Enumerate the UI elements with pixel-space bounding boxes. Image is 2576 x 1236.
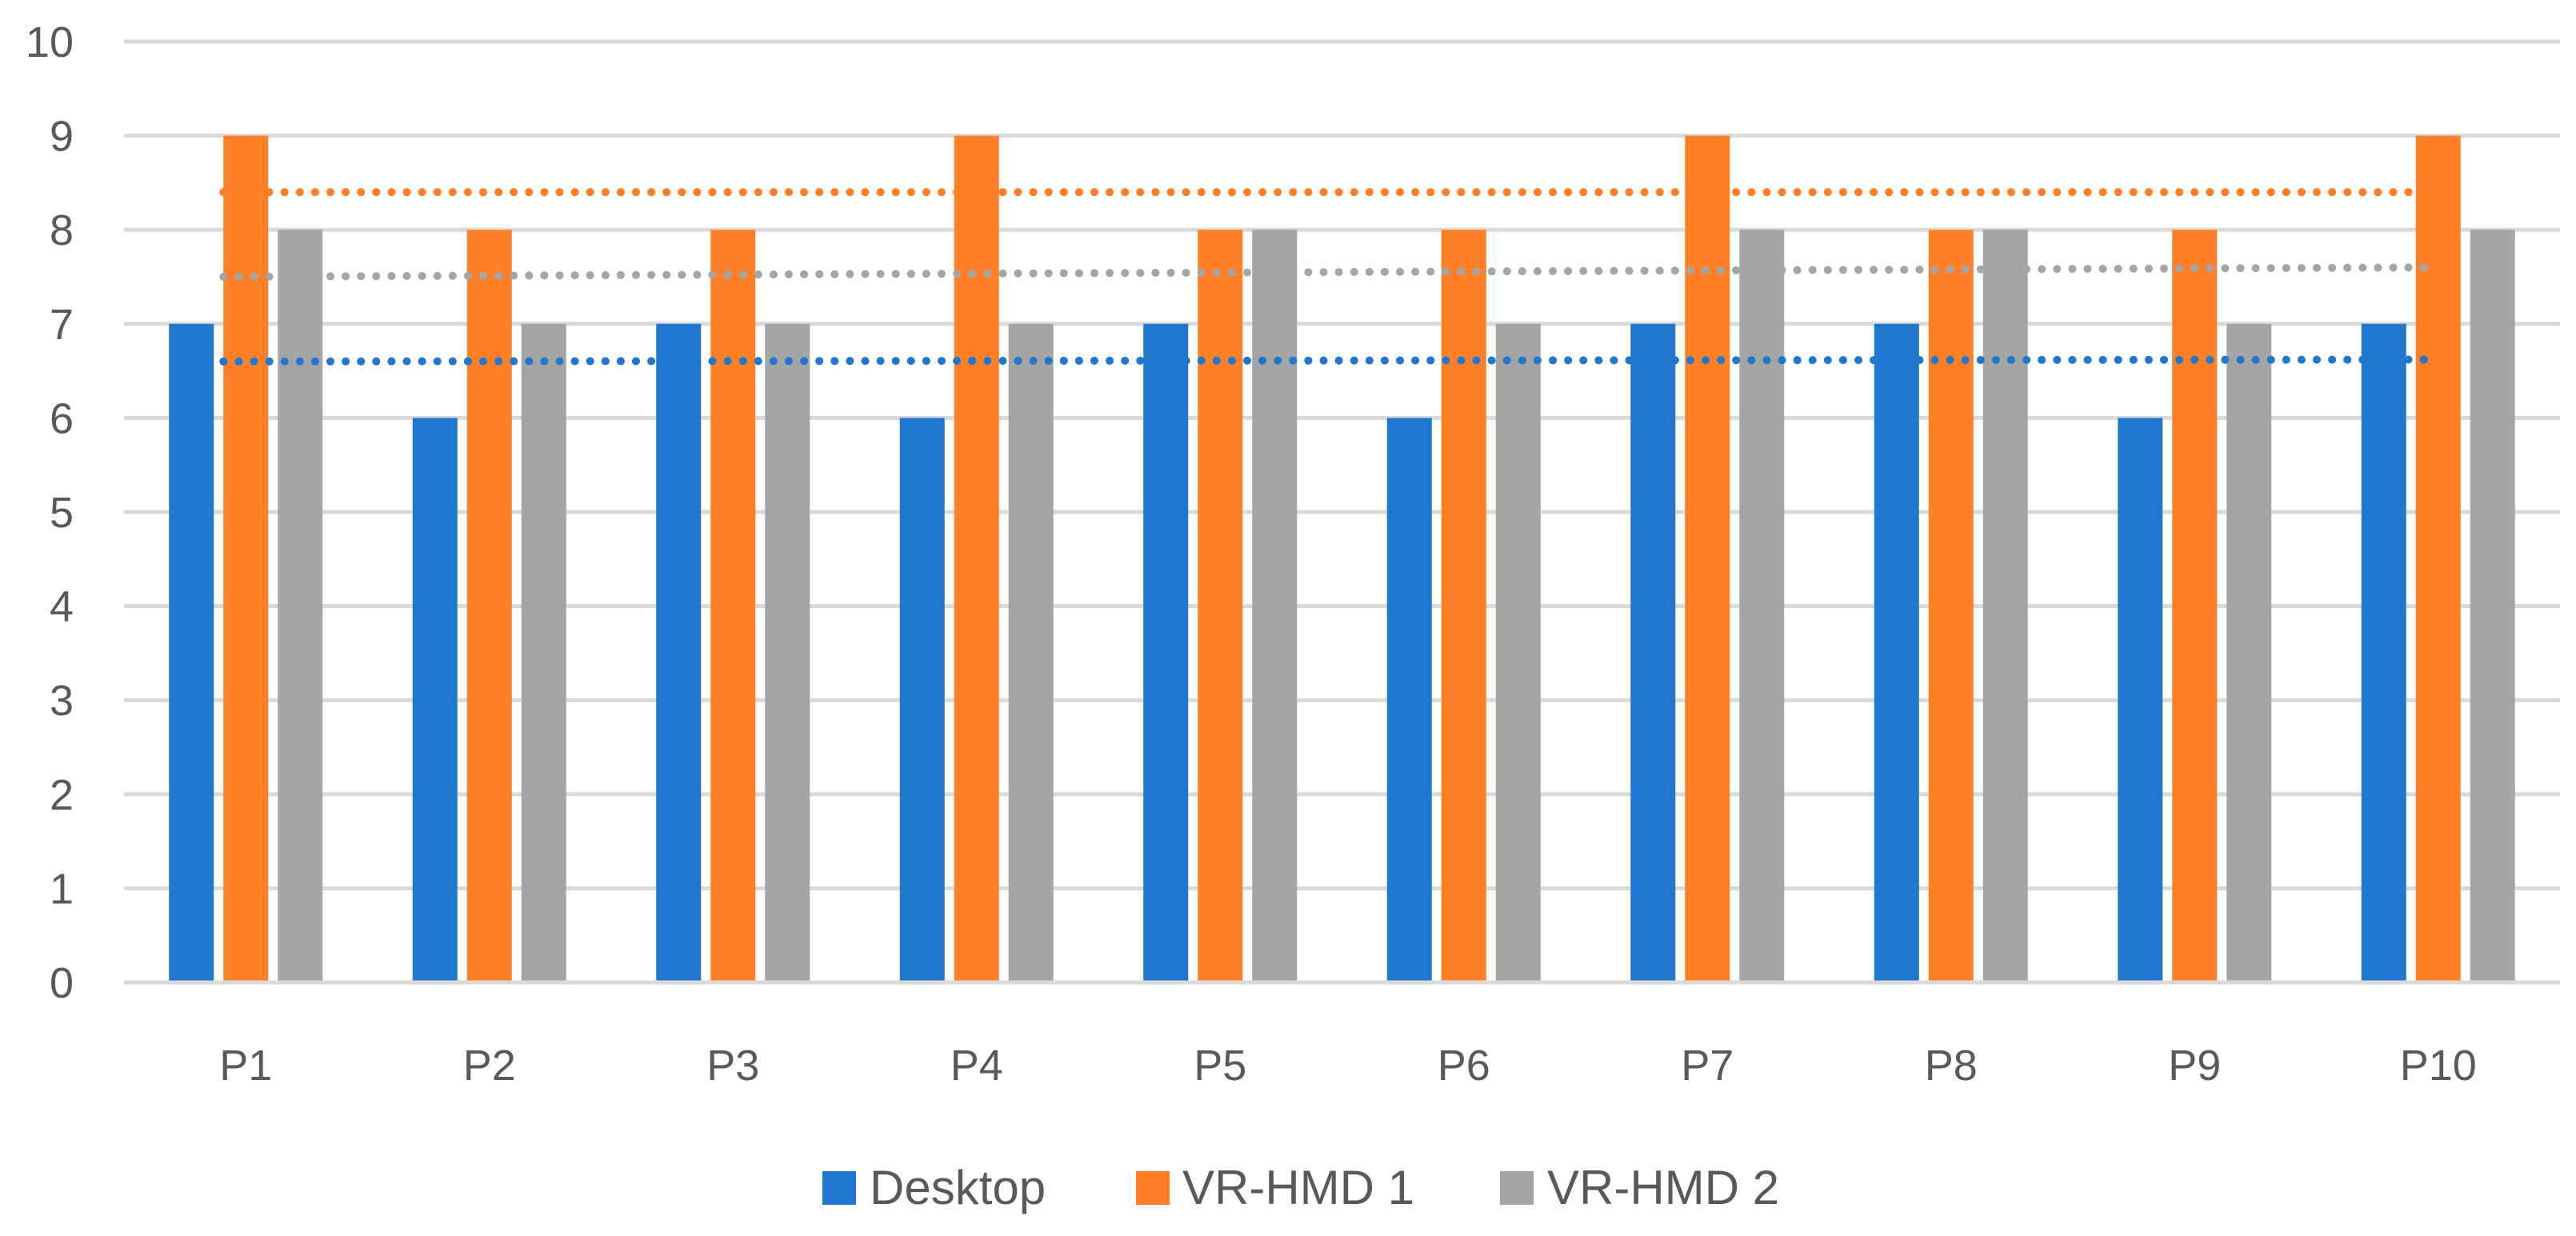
bar-vr-hmd-1-p10 — [2415, 135, 2461, 983]
bar-vr-hmd-2-p9 — [2226, 323, 2272, 982]
y-tick-label: 6 — [50, 394, 74, 442]
bar-vr-hmd-2-p7 — [1739, 230, 1785, 982]
bar-vr-hmd-2-p2 — [521, 323, 566, 982]
bar-vr-hmd-2-p5 — [1252, 230, 1298, 982]
x-tick-label: P3 — [706, 1042, 759, 1090]
legend-label: VR-HMD 1 — [1182, 1161, 1414, 1214]
y-tick-label: 10 — [26, 18, 74, 66]
bar-vr-hmd-2-p10 — [2470, 230, 2515, 982]
bar-vr-hmd-1-p1 — [223, 135, 269, 983]
bars — [124, 135, 2560, 985]
bar-vr-hmd-1-p5 — [1198, 230, 1243, 982]
x-tick-label: P8 — [1925, 1042, 1978, 1090]
y-tick-label: 7 — [50, 301, 74, 349]
bar-desktop-p3 — [656, 323, 702, 982]
bar-desktop-p7 — [1630, 323, 1676, 982]
bar-desktop-p8 — [1874, 323, 1919, 982]
bar-desktop-p1 — [169, 323, 214, 982]
x-tick-label: P10 — [2400, 1042, 2477, 1090]
x-axis-ticks: P1 P2 P3 P4 P5 P6 P7 P8 P9 P10 — [219, 1042, 2477, 1090]
trendlines — [219, 188, 2442, 366]
y-tick-label: 2 — [50, 771, 74, 819]
legend-label: VR-HMD 2 — [1547, 1161, 1779, 1214]
bar-vr-hmd-2-p6 — [1495, 323, 1541, 982]
legend-swatch-desktop — [822, 1171, 856, 1205]
legend-swatch-vr-hmd-1 — [1136, 1171, 1170, 1205]
bar-desktop-p10 — [2361, 323, 2406, 982]
y-tick-label: 9 — [50, 113, 74, 161]
y-axis-ticks: 0 1 2 3 4 5 6 7 8 9 10 — [26, 18, 74, 1007]
bar-vr-hmd-1-p6 — [1441, 230, 1486, 982]
bar-vr-hmd-1-p7 — [1685, 135, 1730, 983]
y-tick-label: 8 — [50, 206, 74, 254]
bar-vr-hmd-1-p8 — [1928, 230, 1974, 982]
y-tick-label: 0 — [50, 959, 74, 1007]
bar-desktop-p9 — [2118, 418, 2163, 982]
y-tick-label: 5 — [50, 489, 74, 537]
x-tick-label: P4 — [950, 1042, 1003, 1090]
bar-desktop-p4 — [899, 418, 945, 982]
x-tick-label: P2 — [463, 1042, 516, 1090]
x-tick-label: P6 — [1438, 1042, 1490, 1090]
y-tick-label: 1 — [50, 865, 74, 913]
bar-vr-hmd-1-p2 — [466, 230, 512, 982]
bar-desktop-p2 — [412, 418, 458, 982]
y-tick-label: 4 — [50, 583, 74, 631]
bar-vr-hmd-2-p3 — [765, 323, 810, 982]
bar-desktop-p5 — [1143, 323, 1189, 982]
x-tick-label: P1 — [219, 1042, 272, 1090]
x-tick-label: P5 — [1194, 1042, 1246, 1090]
bar-vr-hmd-1-p3 — [710, 230, 756, 982]
bar-vr-hmd-1-p4 — [954, 135, 999, 983]
legend-swatch-vr-hmd-2 — [1500, 1171, 1534, 1205]
bar-vr-hmd-1-p9 — [2172, 230, 2218, 982]
bar-desktop-p6 — [1386, 418, 1432, 982]
bar-vr-hmd-2-p1 — [278, 230, 323, 982]
trendline-desktop — [219, 355, 2442, 366]
bar-vr-hmd-2-p8 — [1982, 230, 2028, 982]
bar-vr-hmd-2-p4 — [1008, 323, 1054, 982]
legend: Desktop VR-HMD 1 VR-HMD 2 — [822, 1161, 1779, 1214]
x-tick-label: P9 — [2168, 1042, 2221, 1090]
x-tick-label: P7 — [1681, 1042, 1734, 1090]
y-tick-label: 3 — [50, 677, 74, 725]
trendline-vr-hmd-2 — [219, 263, 2442, 281]
legend-label: Desktop — [870, 1161, 1046, 1214]
